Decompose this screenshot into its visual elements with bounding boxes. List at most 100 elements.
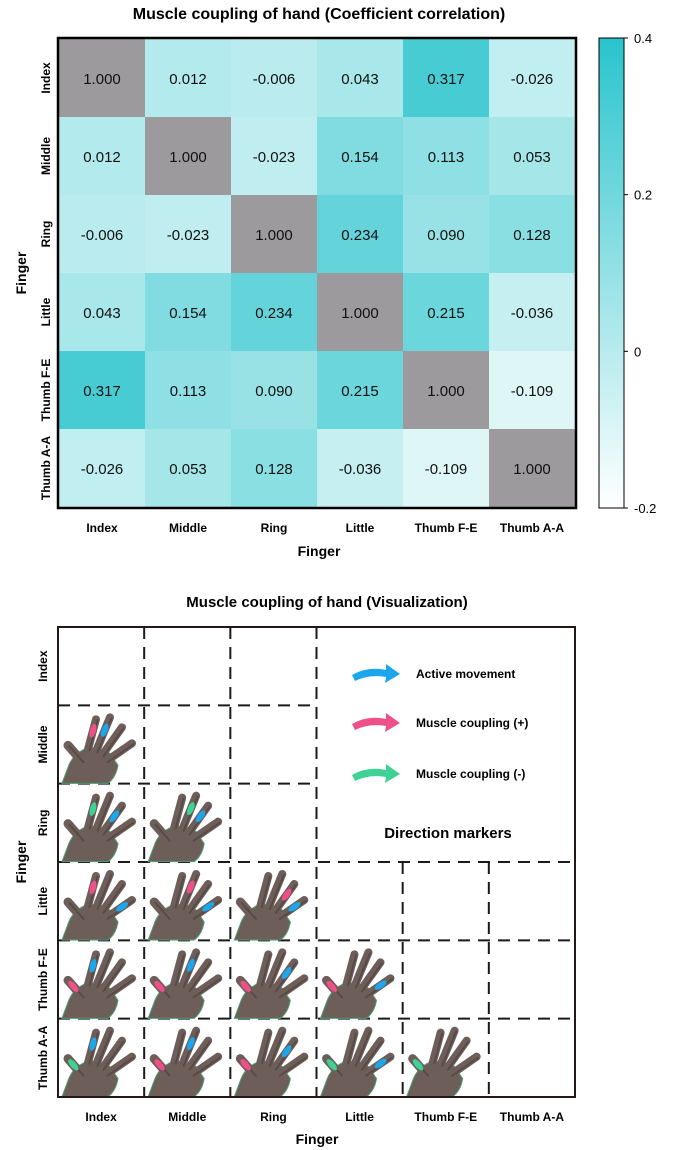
hand-finger-little (102, 1052, 136, 1079)
hand-finger-index (256, 950, 273, 989)
heatmap-value-r3-c1: 0.154 (169, 305, 207, 322)
hand-finger-middle (92, 948, 114, 991)
legend-item-coupling-negative: Muscle coupling (-) (352, 764, 525, 783)
heatmap-value-r0-c0: 1.000 (83, 71, 121, 88)
hand-illustration-r4-c2 (233, 948, 309, 1019)
hand-finger-shadow-ring (102, 1040, 125, 1071)
hand-illustration-r5-c2 (233, 1026, 309, 1098)
hand-finger-shadow-thumb (68, 823, 85, 842)
hand-finger-shadow-thumb (68, 902, 85, 920)
hand-finger-shadow-index (260, 954, 271, 987)
hand-finger-shadow-little (106, 1056, 135, 1077)
heatmap-x-tick-3: Little (346, 521, 375, 535)
viz-x-tick-5: Thumb A-A (500, 1110, 565, 1124)
hand-finger-middle (92, 1026, 114, 1069)
hand-illustration-r3-c1 (147, 870, 223, 941)
active-movement-marker (281, 967, 292, 979)
heatmap-cell-r0-c3 (317, 39, 404, 118)
hand-illustration-r5-c1 (147, 1026, 223, 1098)
hand-finger-middle (264, 948, 287, 991)
heatmap-cell-r1-c0 (59, 117, 146, 196)
hand-finger-shadow-ring (361, 962, 383, 993)
viz-y-tick-0: Index (36, 650, 50, 682)
hand-finger-shadow-ring (102, 727, 125, 758)
muscle-coupling-marker (154, 980, 165, 993)
hand-finger-shadow-little (451, 1056, 480, 1077)
heatmap-value-labels: 1.000 0.012 -0.006 0.043 0.317 -0.026 0.012 1.0… (81, 71, 554, 478)
heatmap-value-r3-c5: -0.036 (511, 305, 554, 322)
heatmap-cell-r2-c3 (317, 195, 404, 274)
hand-finger-little (274, 1052, 309, 1079)
hand-finger-shadow-ring (188, 1040, 211, 1071)
hand-finger-shadow-little (192, 978, 221, 999)
heatmap-value-r4-c4: 1.000 (427, 383, 465, 400)
heatmap-cell-r4-c4 (403, 351, 490, 430)
heatmap-value-r2-c3: 0.234 (341, 227, 379, 244)
hand-finger-shadow-little (106, 978, 135, 999)
hand-finger-index (170, 950, 187, 989)
visualization-title: Muscle coupling of hand (Visualization) (186, 594, 467, 611)
heatmap-cell-r3-c4 (403, 273, 490, 352)
hand-illustration-r4-c1 (147, 948, 223, 1019)
visualization-x-tick-labels: Index Middle Ring Little Thumb F-E Thumb A-A (85, 1110, 564, 1124)
hand-finger-ring (98, 958, 126, 995)
active-movement-marker (89, 958, 97, 973)
heatmap-cell-r1-c4 (403, 117, 490, 196)
heatmap-cell-r3-c5 (489, 273, 576, 352)
viz-x-tick-3: Little (345, 1110, 374, 1124)
heatmap-cell-r5-c3 (317, 429, 404, 508)
muscle-coupling-marker (68, 980, 79, 993)
hand-finger-shadow-middle (268, 952, 285, 989)
heatmap-value-r1-c3: 0.154 (341, 149, 379, 166)
heatmap-cell-r0-c1 (145, 39, 232, 118)
hand-finger-shadow-index (174, 876, 185, 908)
hand-finger-shadow-little (278, 978, 307, 999)
active-movement-marker (186, 958, 195, 972)
heatmap-cell-r0-c2 (231, 39, 318, 118)
hand-finger-ring (184, 958, 213, 995)
heatmap-cell-r3-c2 (231, 273, 318, 352)
heatmap-cell-r5-c0 (59, 429, 146, 508)
hand-finger-shadow-thumb (154, 823, 171, 842)
green-arrow-icon (352, 764, 400, 783)
visualization-hands (61, 713, 481, 1098)
muscle-coupling-marker (412, 1059, 424, 1071)
hand-finger-shadow-middle (96, 1030, 113, 1067)
hand-finger-shadow-middle (268, 1030, 285, 1067)
hand-finger-shadow-index (260, 1032, 271, 1065)
hand-illustration-r5-c3 (319, 1026, 395, 1098)
hand-finger-middle (350, 948, 373, 991)
viz-x-tick-4: Thumb F-E (414, 1110, 477, 1124)
heatmap-value-r5-c5: 1.000 (513, 461, 551, 478)
visualization-border (57, 626, 576, 1098)
hand-finger-middle (264, 870, 287, 912)
hand-finger-shadow-thumb (240, 902, 257, 920)
heatmap-cell-r0-c4 (403, 39, 490, 118)
hand-finger-shadow-middle (441, 1030, 458, 1067)
heatmap-x-tick-2: Ring (261, 521, 288, 535)
heatmap-cell-r4-c5 (489, 351, 576, 430)
legend-item-active: Active movement (352, 664, 515, 683)
muscle-coupling-marker (281, 888, 292, 901)
heatmap-value-r4-c2: 0.090 (255, 383, 293, 400)
legend-caption: Direction markers (384, 825, 512, 842)
heatmap-cells (59, 39, 576, 508)
heatmap-cell-r4-c0 (59, 351, 146, 430)
muscle-coupling-marker (240, 1059, 251, 1071)
heatmap-value-r5-c1: 0.053 (169, 461, 207, 478)
heatmap-value-r5-c3: -0.036 (339, 461, 382, 478)
heatmap-value-r4-c1: 0.113 (170, 383, 206, 400)
hand-finger-shadow-ring (447, 1040, 470, 1071)
heatmap-cell-r2-c0 (59, 195, 146, 274)
heatmap-value-r3-c4: 0.215 (427, 305, 465, 322)
hand-finger-little (188, 974, 223, 1001)
hand-illustration-r4-c0 (61, 948, 136, 1019)
heatmap-cell-r5-c5 (489, 429, 576, 508)
colorbar-ticks: 0.4 0.2 0 -0.2 (624, 31, 656, 516)
heatmap-x-tick-5: Thumb A-A (500, 521, 565, 535)
active-movement-marker (195, 810, 206, 823)
hand-finger-ring (184, 1036, 213, 1073)
muscle-coupling-marker (154, 1059, 165, 1071)
muscle-coupling-marker (89, 880, 97, 895)
hand-illustration-r2-c1 (147, 791, 223, 863)
